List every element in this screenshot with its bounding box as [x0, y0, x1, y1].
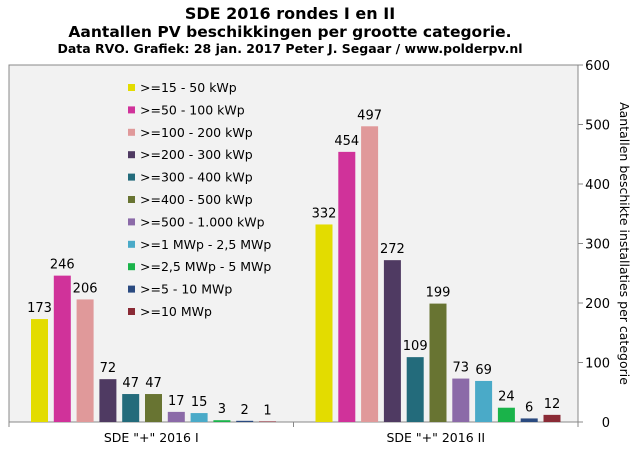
legend-label: >=2,5 MWp - 5 MWp — [140, 259, 271, 274]
bar — [383, 260, 401, 422]
y-axis-title: Aantallen beschikte installaties per cat… — [617, 102, 632, 385]
bar — [167, 411, 185, 422]
bar — [520, 418, 538, 422]
bar — [236, 420, 254, 422]
chart-subtitle: Aantallen PV beschikkingen per grootte c… — [68, 23, 512, 41]
bar — [475, 380, 493, 422]
bar — [543, 414, 561, 422]
legend-swatch — [128, 218, 135, 226]
legend-swatch — [128, 173, 135, 181]
data-label: 246 — [50, 258, 75, 273]
data-label: 24 — [498, 390, 515, 405]
bar — [406, 357, 424, 422]
category-label: SDE "+" 2016 I — [104, 430, 199, 445]
data-label: 272 — [380, 242, 405, 257]
bar — [497, 407, 515, 422]
legend-swatch — [128, 106, 135, 114]
legend-label: >=1 MWp - 2,5 MWp — [140, 237, 271, 252]
data-label: 2 — [241, 403, 249, 418]
legend-label: >=10 MWp — [140, 304, 212, 319]
legend-label: >=100 - 200 kWp — [140, 125, 253, 140]
category-label: SDE "+" 2016 II — [386, 430, 485, 445]
legend-swatch — [128, 308, 135, 315]
data-label: 454 — [334, 134, 359, 149]
legend-label: >=50 - 100 kWp — [140, 102, 245, 117]
title-block: SDE 2016 rondes I en II Aantallen PV bes… — [0, 4, 580, 57]
y-tick-label: 200 — [585, 297, 610, 312]
data-label: 173 — [27, 301, 52, 316]
y-tick-label: 0 — [602, 416, 610, 431]
data-label: 1 — [263, 403, 271, 418]
legend-label: >=15 - 50 kWp — [140, 80, 237, 95]
legend-swatch — [128, 263, 135, 271]
chart-title: SDE 2016 rondes I en II — [184, 4, 396, 23]
data-label: 6 — [525, 400, 533, 415]
data-label: 3 — [218, 402, 226, 417]
y-tick-label: 100 — [585, 357, 610, 372]
legend-swatch — [128, 151, 135, 159]
y-tick-label: 300 — [585, 238, 610, 253]
data-label: 109 — [403, 339, 428, 354]
plot-area — [8, 64, 579, 423]
bar — [76, 299, 94, 422]
legend-swatch — [128, 128, 135, 136]
bar — [259, 421, 276, 423]
legend-label: >=5 - 10 MWp — [140, 282, 232, 297]
data-label: 206 — [73, 281, 98, 296]
legend-label: >=200 - 300 kWp — [140, 147, 253, 162]
data-label: 69 — [475, 363, 492, 378]
bar — [145, 394, 162, 422]
bar — [190, 413, 208, 422]
y-tick-label: 500 — [585, 119, 610, 134]
bar — [99, 379, 117, 422]
data-label: 199 — [426, 286, 451, 301]
legend-swatch — [128, 84, 135, 91]
data-label: 47 — [145, 376, 162, 391]
legend-swatch — [128, 196, 135, 203]
chart-source: Data RVO. Grafiek: 28 jan. 2017 Peter J.… — [57, 41, 523, 56]
data-label: 332 — [312, 206, 337, 221]
data-label: 73 — [453, 361, 470, 376]
bar — [31, 319, 48, 422]
data-label: 12 — [544, 397, 561, 412]
bar — [122, 394, 140, 422]
bar — [315, 224, 333, 422]
bar — [213, 420, 231, 422]
data-label: 15 — [191, 395, 208, 410]
y-tick-label: 600 — [585, 59, 610, 74]
bar — [429, 303, 447, 422]
bar — [53, 275, 71, 422]
data-label: 17 — [168, 394, 185, 409]
legend-swatch — [128, 240, 135, 248]
legend-label: >=300 - 400 kWp — [140, 170, 253, 185]
legend-label: >=500 - 1.000 kWp — [140, 214, 265, 229]
y-tick-label: 400 — [585, 178, 610, 193]
legend-swatch — [128, 285, 135, 293]
legend-label: >=400 - 500 kWp — [140, 192, 253, 207]
bar — [338, 151, 356, 422]
data-label: 47 — [122, 376, 139, 391]
bar — [361, 126, 379, 422]
bar — [452, 378, 470, 422]
data-label: 72 — [100, 361, 117, 376]
data-label: 497 — [357, 108, 382, 123]
